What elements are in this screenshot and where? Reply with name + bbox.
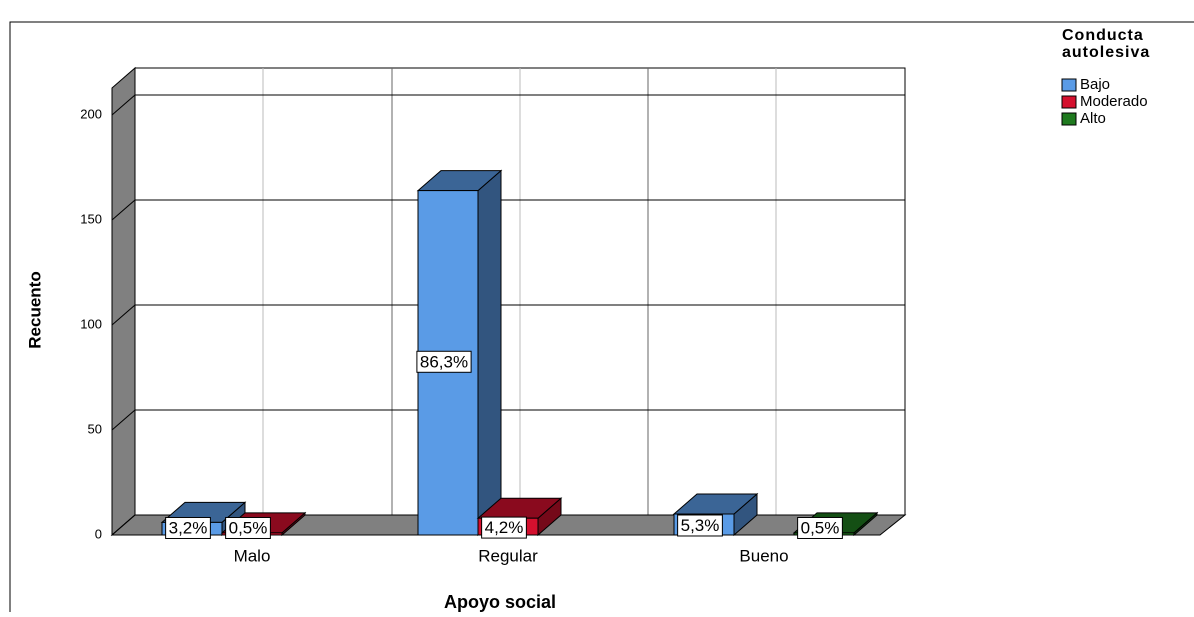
- legend-swatch: [1061, 95, 1077, 109]
- x-tick-label: Regular: [478, 546, 538, 565]
- value-label: 3,2%: [169, 518, 208, 537]
- value-label-box: [416, 350, 472, 373]
- value-label: 0,5%: [801, 518, 840, 537]
- value-label: 86,3%: [420, 352, 468, 371]
- legend-swatch: [1061, 78, 1077, 92]
- walls: [110, 66, 907, 537]
- x-axis-label: Apoyo social: [444, 592, 556, 612]
- y-tick-label: 200: [80, 106, 102, 121]
- legend-swatch: [1061, 112, 1077, 126]
- legend-label: Moderado: [1080, 93, 1148, 110]
- legend-label: Bajo: [1080, 76, 1110, 93]
- side-wall: [111, 66, 136, 537]
- legend-title-part: autolesiva: [1062, 44, 1150, 61]
- legend-title: Conducta autolesiva: [1062, 27, 1150, 61]
- value-label: 5,3%: [681, 516, 720, 535]
- legend-title-part: Conducta: [1062, 27, 1144, 44]
- value-label: 4,2%: [485, 518, 524, 537]
- y-tick-label: 100: [80, 316, 102, 331]
- grid-line: [111, 199, 136, 221]
- value-label-box: [165, 516, 211, 539]
- value-label-box: [481, 516, 527, 539]
- x-tick-label: Bueno: [739, 546, 788, 565]
- grid-line: [111, 304, 136, 326]
- grid-line: [111, 94, 136, 116]
- y-tick-label: 50: [88, 421, 102, 436]
- y-axis-label: Recuento: [25, 271, 44, 348]
- value-label-box: [225, 516, 271, 539]
- y-tick-label: 150: [80, 211, 102, 226]
- value-label: 0,5%: [229, 518, 268, 537]
- grid-line: [111, 514, 136, 536]
- x-tick-label: Malo: [234, 546, 271, 565]
- y-tick-label: 0: [95, 526, 102, 541]
- legend-label: Alto: [1080, 110, 1106, 127]
- value-label-box: [797, 516, 843, 539]
- bar-side: [477, 169, 502, 537]
- grid-line: [111, 409, 136, 431]
- value-label-box: [677, 514, 723, 537]
